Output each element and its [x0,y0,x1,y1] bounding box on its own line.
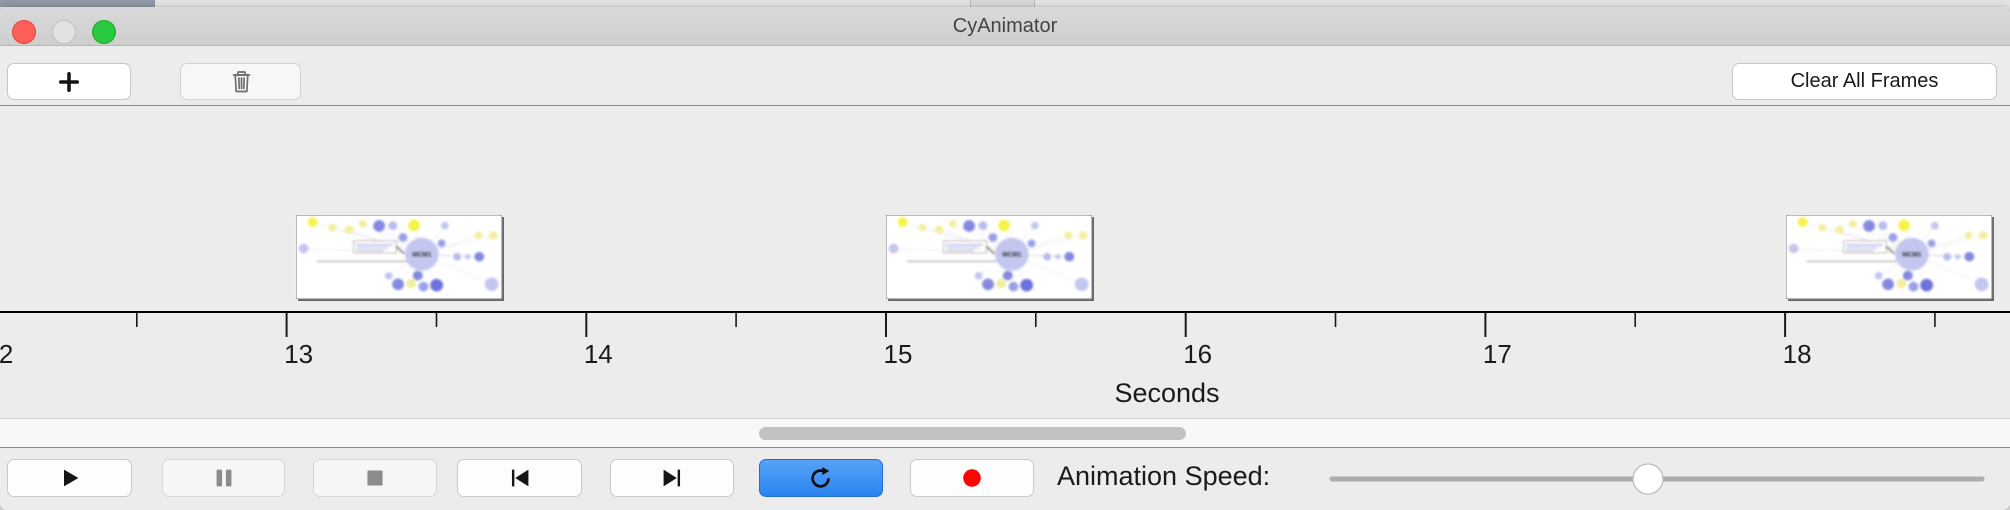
svg-text:MCM1: MCM1 [1002,252,1021,259]
svg-text:MCM1: MCM1 [412,252,431,259]
svg-text:MCM1: MCM1 [1902,252,1921,259]
